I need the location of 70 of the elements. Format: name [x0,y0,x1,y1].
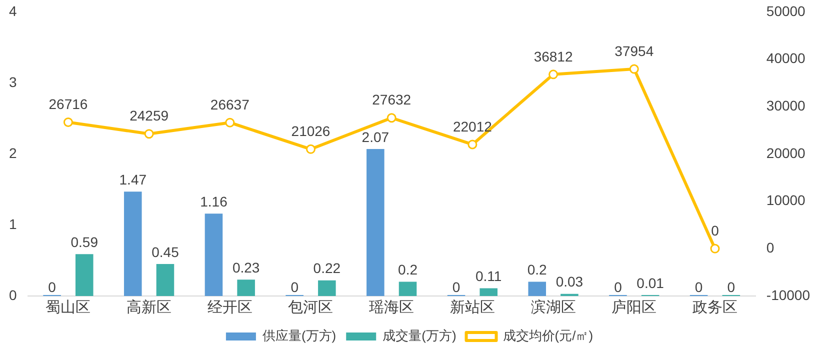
point [629,64,639,74]
y-tick-label: 2 [8,144,17,161]
y2-tick-label: 30000 [766,98,806,114]
y-tick-label: 3 [8,74,17,90]
y2-tick-label: -10000 [766,286,810,303]
point [548,70,558,80]
data-label: 1.16 [200,194,228,210]
data-label: 21026 [291,123,330,140]
x-tick-label: 瑶海区 [369,299,414,316]
bar [75,254,94,296]
bar [366,149,384,296]
point [306,144,316,154]
y2-tick-label: 0 [766,240,774,256]
data-label: 2.07 [362,128,390,145]
x-tick-label: 经开区 [207,299,252,316]
data-label: 0 [694,278,703,295]
y2-tick-label: 10000 [766,192,806,208]
data-label: 0.03 [556,274,584,290]
point [63,117,73,127]
data-label: 0 [614,278,622,295]
bar [528,282,546,296]
data-label: 26637 [210,96,250,112]
data-label: 24259 [130,108,169,124]
data-label: 27632 [372,92,412,108]
data-label: 0.2 [398,262,418,278]
y-tick-label: 1 [8,216,17,232]
y2-tick-label: 20000 [766,144,806,161]
data-label: 0.11 [476,268,502,284]
data-label: 0 [452,278,460,295]
legend-label: 成交量(万方) [382,328,456,344]
point [225,118,235,128]
bar [398,282,417,296]
data-label: 0.23 [232,260,260,276]
data-label: 0 [48,278,56,295]
x-tick-label: 蜀山区 [46,299,91,316]
x-tick-label: 新站区 [450,299,495,316]
point [468,140,478,150]
x-tick-label: 高新区 [126,299,172,316]
point [144,129,154,139]
point [710,244,720,254]
bar [204,214,223,296]
y-tick-label: 0 [8,286,17,303]
data-label: 0.2 [527,262,548,278]
data-label: 1.47 [119,171,147,188]
bar [480,288,498,296]
data-label: 26716 [48,96,88,112]
data-label: 22012 [452,118,492,134]
data-label: 0 [711,222,720,239]
data-label: 0.59 [70,234,98,250]
data-label: 0.45 [152,244,180,260]
data-label: 37954 [614,42,654,59]
bar [124,192,142,296]
x-tick-label: 政务区 [692,299,738,316]
legend-label: 供应量(万方) [262,328,336,344]
bar [318,280,336,296]
data-label: 0.01 [636,274,664,291]
data-label: 36812 [534,48,573,64]
y-tick-label: 4 [8,2,17,19]
bar [237,280,255,296]
x-tick-label: 滨湖区 [530,299,576,316]
data-label: 0 [727,278,736,295]
bar [156,264,174,296]
legend-label: 成交均价(元/㎡) [502,328,594,344]
x-tick-label: 庐阳区 [612,299,657,316]
data-label: 0 [290,278,299,295]
y2-tick-label: 40000 [766,50,806,66]
point [386,113,396,123]
x-tick-label: 包河区 [288,299,334,316]
y2-tick-label: 50000 [766,2,806,19]
data-label: 0.22 [313,260,341,276]
